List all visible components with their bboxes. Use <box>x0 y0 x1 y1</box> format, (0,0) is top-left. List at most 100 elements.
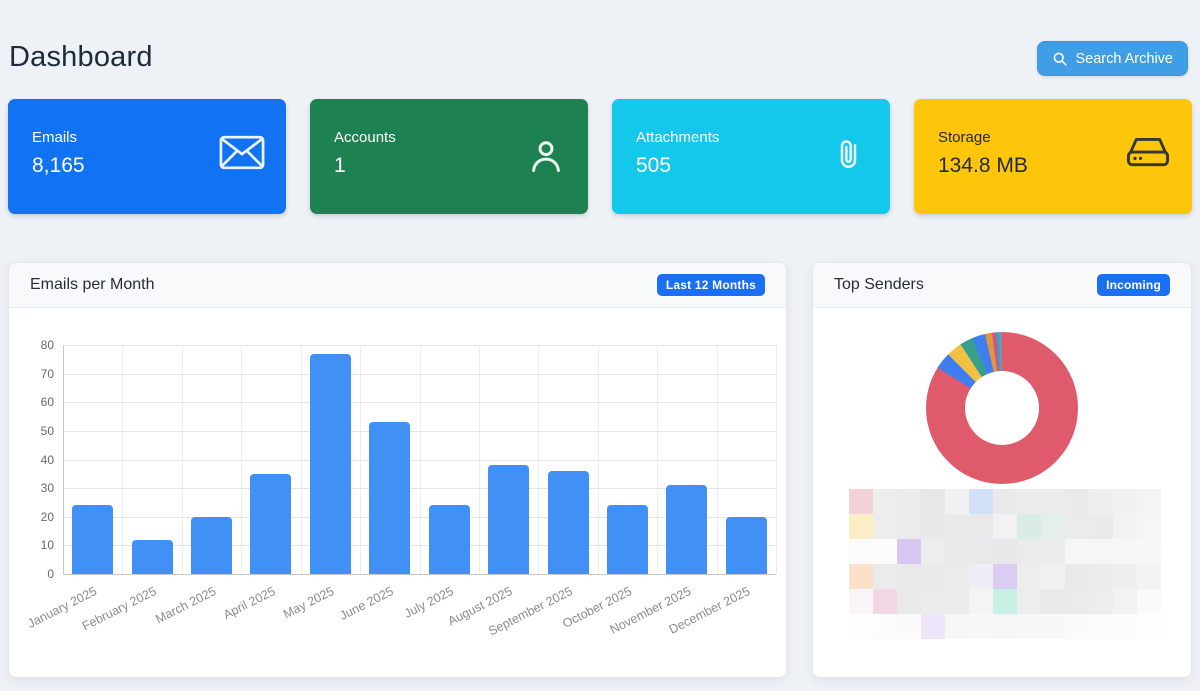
gridline <box>122 345 124 574</box>
legend-blur-block <box>921 539 945 564</box>
bar-december-2025[interactable] <box>725 516 767 574</box>
legend-blur-block <box>1113 539 1137 564</box>
stat-card-value: 134.8 MB <box>938 154 1028 177</box>
legend-blur-block <box>921 589 945 614</box>
emails-bar-chart[interactable]: 0 10 20 30 40 50 60 70 80 January 2025 February 20… <box>25 338 777 638</box>
legend-blur-block <box>897 489 921 514</box>
gridline <box>657 345 659 574</box>
legend-blur-block <box>897 614 921 639</box>
y-axis-tick: 0 <box>47 567 54 581</box>
bar-january-2025[interactable] <box>72 505 114 574</box>
legend-blur-block <box>993 564 1017 589</box>
top-senders-donut-chart[interactable] <box>926 332 1078 484</box>
legend-blur-block <box>969 564 993 589</box>
legend-blur-block <box>873 589 897 614</box>
y-axis-tick: 20 <box>40 509 54 524</box>
legend-blur-block <box>1113 514 1137 539</box>
bar-november-2025[interactable] <box>666 485 708 574</box>
stat-card-storage: Storage 134.8 MB <box>914 99 1192 214</box>
emails-per-month-panel: Emails per Month Last 12 Months 0 10 20 30 4… <box>8 262 787 678</box>
drive-icon <box>1125 135 1171 168</box>
legend-blur-block <box>969 539 993 564</box>
bar-october-2025[interactable] <box>606 505 648 574</box>
legend-blur-block <box>993 614 1017 639</box>
y-axis-tick: 10 <box>40 538 54 553</box>
legend-blur-block <box>1089 589 1113 614</box>
stat-card-value: 8,165 <box>32 154 85 177</box>
last-12-months-badge: Last 12 Months <box>656 274 765 296</box>
legend-blur-block <box>969 489 993 514</box>
search-archive-button[interactable]: Search Archive <box>1037 41 1188 76</box>
legend-blur-block <box>993 514 1017 539</box>
emails-panel-header: Emails per Month Last 12 Months <box>9 263 786 308</box>
incoming-badge: Incoming <box>1097 274 1170 296</box>
legend-blur-block <box>1113 489 1137 514</box>
legend-blur-block <box>849 589 873 614</box>
legend-blur-block <box>1089 489 1113 514</box>
legend-blur-block <box>921 614 945 639</box>
gridline <box>300 345 302 574</box>
legend-blur-block <box>1113 564 1137 589</box>
legend-blur-block <box>921 564 945 589</box>
stat-card-value: 1 <box>334 154 346 177</box>
legend-blur-block <box>1137 539 1161 564</box>
gridline <box>478 345 480 574</box>
legend-blur-block <box>969 514 993 539</box>
x-axis-label: June 2025 <box>337 584 397 623</box>
gridline <box>241 345 243 574</box>
top-senders-panel: Top Senders Incoming <box>812 262 1192 678</box>
legend-blur-block <box>1065 614 1089 639</box>
bar-may-2025[interactable] <box>309 353 351 574</box>
legend-blur-block <box>849 489 873 514</box>
person-icon <box>525 135 567 177</box>
legend-blur-block <box>1065 514 1089 539</box>
stat-card-emails: Emails 8,165 <box>8 99 286 214</box>
legend-blur-block <box>1089 514 1113 539</box>
x-axis-label: May 2025 <box>281 584 337 622</box>
stat-card-attachments: Attachments 505 <box>612 99 890 214</box>
senders-panel-title: Top Senders <box>834 276 924 293</box>
legend-blur-block <box>921 514 945 539</box>
legend-blur-block <box>945 564 969 589</box>
legend-blur-block <box>873 539 897 564</box>
legend-blur-block <box>897 539 921 564</box>
legend-blur-block <box>993 539 1017 564</box>
bar-august-2025[interactable] <box>488 465 530 574</box>
legend-blur-block <box>1137 564 1161 589</box>
legend-blur-block <box>1041 539 1065 564</box>
bar-september-2025[interactable] <box>547 470 589 574</box>
legend-blur-block <box>1065 564 1089 589</box>
bar-march-2025[interactable] <box>191 516 233 574</box>
stat-card-label: Emails <box>32 129 78 146</box>
legend-blur-block <box>873 614 897 639</box>
y-axis-tick: 60 <box>40 395 54 410</box>
bar-june-2025[interactable] <box>369 422 411 574</box>
legend-blur-block <box>1041 514 1065 539</box>
stat-card-accounts: Accounts 1 <box>310 99 588 214</box>
legend-blur-block <box>1041 589 1065 614</box>
bar-february-2025[interactable] <box>131 539 173 574</box>
emails-panel-title: Emails per Month <box>30 276 155 293</box>
legend-blur-block <box>1089 614 1113 639</box>
legend-blur-block <box>969 614 993 639</box>
legend-blur-block <box>897 564 921 589</box>
bar-july-2025[interactable] <box>428 505 470 574</box>
legend-blur-block <box>1089 564 1113 589</box>
legend-blur-block <box>945 514 969 539</box>
stat-card-value: 505 <box>636 154 672 177</box>
stat-card-label: Attachments <box>636 129 720 146</box>
legend-blur-block <box>1137 514 1161 539</box>
legend-blur-block <box>1041 564 1065 589</box>
y-axis-tick: 40 <box>40 452 54 467</box>
y-axis-tick: 80 <box>40 338 54 352</box>
gridline <box>63 345 64 574</box>
paperclip-icon <box>829 135 869 175</box>
bar-april-2025[interactable] <box>250 473 292 574</box>
search-archive-label: Search Archive <box>1075 50 1173 67</box>
stat-card-label: Storage <box>938 129 991 146</box>
gridline <box>776 345 777 574</box>
legend-blur-block <box>849 614 873 639</box>
gridline <box>63 574 776 575</box>
legend-blur-block <box>849 514 873 539</box>
legend-blur-block <box>873 514 897 539</box>
